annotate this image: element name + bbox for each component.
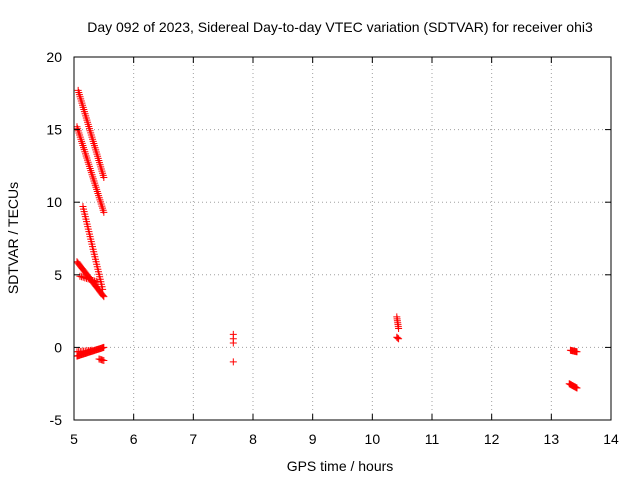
data-point bbox=[87, 276, 95, 284]
data-point bbox=[100, 208, 108, 216]
data-point bbox=[99, 291, 107, 299]
data-point bbox=[92, 278, 100, 286]
x-tick-label: 11 bbox=[425, 431, 440, 447]
data-point bbox=[84, 275, 92, 283]
grid-lines bbox=[74, 57, 611, 420]
data-point bbox=[79, 273, 87, 281]
data-point bbox=[100, 293, 108, 301]
y-tick-label: 10 bbox=[46, 194, 62, 210]
data-point bbox=[229, 339, 237, 347]
y-tick-label: 5 bbox=[54, 267, 62, 283]
data-point bbox=[76, 272, 84, 280]
x-tick-label: 10 bbox=[365, 431, 381, 447]
data-point bbox=[94, 278, 102, 286]
y-tick-label: 20 bbox=[46, 49, 62, 65]
x-tick-label: 13 bbox=[544, 431, 560, 447]
data-point bbox=[393, 333, 401, 341]
x-tick-label: 5 bbox=[70, 431, 78, 447]
data-point bbox=[89, 276, 97, 284]
x-tick-label: 7 bbox=[189, 431, 197, 447]
data-point bbox=[82, 274, 90, 282]
y-tick-label: 0 bbox=[54, 339, 62, 355]
data-point bbox=[395, 325, 403, 333]
data-point bbox=[81, 274, 89, 282]
x-tick-label: 6 bbox=[130, 431, 138, 447]
x-axis-label: GPS time / hours bbox=[287, 458, 394, 474]
data-point bbox=[100, 174, 108, 182]
data-point bbox=[86, 275, 94, 283]
data-point bbox=[229, 358, 237, 366]
data-point bbox=[91, 277, 99, 285]
data-point bbox=[394, 334, 402, 342]
data-point bbox=[100, 356, 108, 364]
chart-title: Day 092 of 2023, Sidereal Day-to-day VTE… bbox=[87, 19, 593, 35]
data-point bbox=[573, 384, 581, 392]
data-points bbox=[73, 86, 581, 392]
data-point bbox=[395, 335, 403, 343]
y-tick-label: 15 bbox=[46, 122, 62, 138]
x-tick-label: 12 bbox=[484, 431, 500, 447]
axis-ticks: 5 6 7 8 9 10 11 12 13 14 -5 0 5 10 15 20 bbox=[46, 49, 619, 447]
x-tick-label: 14 bbox=[603, 431, 619, 447]
x-tick-label: 8 bbox=[249, 431, 257, 447]
x-tick-label: 9 bbox=[309, 431, 317, 447]
plot-frame bbox=[73, 56, 612, 421]
y-tick-label: -5 bbox=[50, 412, 63, 428]
data-point bbox=[100, 343, 108, 351]
y-axis-label: SDTVAR / TECUs bbox=[5, 182, 21, 294]
data-point bbox=[573, 348, 581, 356]
data-point bbox=[88, 346, 96, 354]
data-point bbox=[78, 273, 86, 281]
